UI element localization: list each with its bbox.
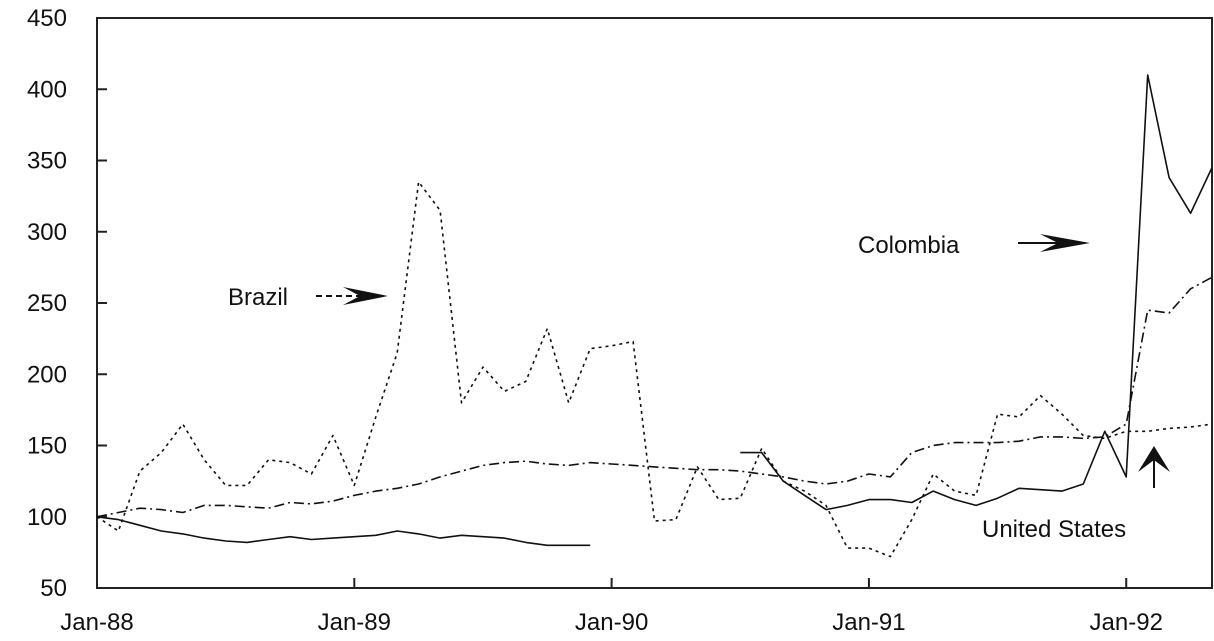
y-tick-label: 300 xyxy=(27,219,67,246)
y-tick-label: 150 xyxy=(27,433,67,460)
y-axis-ticks: 50 100 150 200 250 300 350 400 450 xyxy=(27,5,107,602)
x-tick-label: Jan-89 xyxy=(318,609,391,636)
series-line-colombia xyxy=(96,74,1213,547)
series-line-united-states xyxy=(96,276,1213,518)
y-tick-label: 200 xyxy=(27,361,67,388)
annotation-colombia-label: Colombia xyxy=(858,232,960,259)
x-tick-label: Jan-92 xyxy=(1090,609,1163,636)
series-line-brazil xyxy=(96,181,1213,558)
x-tick-label: Jan-90 xyxy=(575,609,648,636)
y-tick-label: 450 xyxy=(27,5,67,32)
y-tick-label: 250 xyxy=(27,290,67,317)
y-tick-label: 350 xyxy=(27,148,67,175)
y-tick-label: 400 xyxy=(27,76,67,103)
x-tick-label: Jan-91 xyxy=(832,609,905,636)
x-axis-ticks: Jan-88 Jan-89 Jan-90 Jan-91 Jan-92 xyxy=(60,578,1163,636)
annotation-brazil-label: Brazil xyxy=(228,284,288,311)
annotation-brazil-arrow xyxy=(316,287,388,305)
y-tick-label: 50 xyxy=(40,575,67,602)
annotation-united-states-label: United States xyxy=(982,516,1126,543)
annotation-colombia-arrow xyxy=(1018,234,1090,252)
x-tick-label: Jan-88 xyxy=(60,609,133,636)
series-lines xyxy=(96,74,1213,558)
annotations: Brazil Colombia United States xyxy=(228,232,1170,543)
annotation-united-states-arrow xyxy=(1138,446,1170,488)
y-tick-label: 100 xyxy=(27,504,67,531)
